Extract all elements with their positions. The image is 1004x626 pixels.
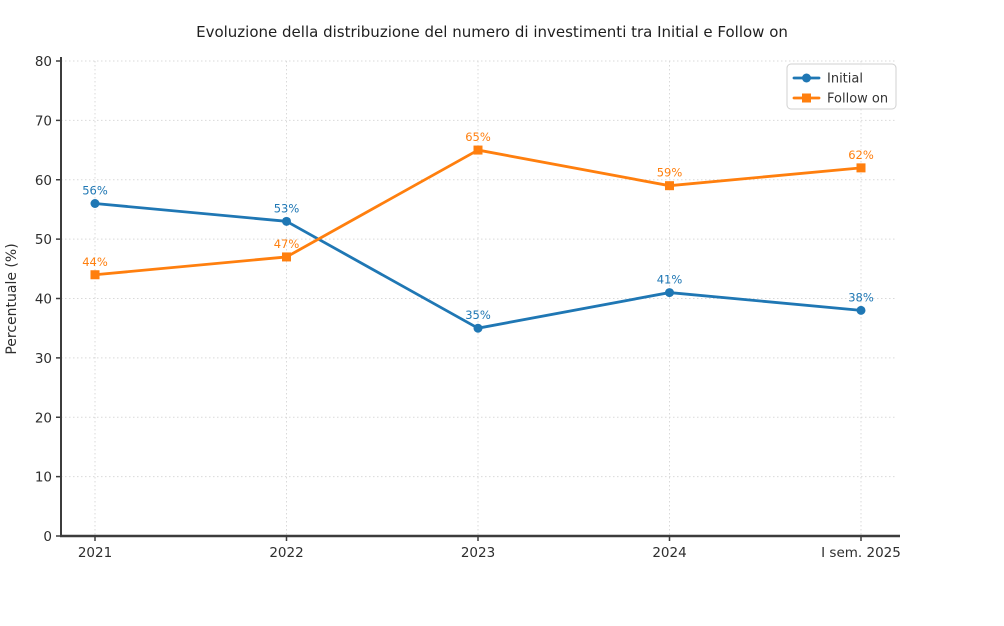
data-point-marker: [90, 199, 100, 208]
data-point-marker: [90, 270, 100, 280]
data-point-marker: [282, 252, 291, 262]
data-point-marker: [473, 145, 483, 155]
data-point-marker: [282, 216, 291, 226]
gridlines: [61, 60, 897, 537]
y-tick-label: 60: [35, 173, 52, 189]
y-tick-label: 0: [43, 529, 52, 545]
data-point-label: 65%: [465, 130, 491, 144]
y-tick-label: 30: [35, 351, 52, 367]
x-tick-label: 2022: [269, 545, 303, 561]
legend-sample-marker: [802, 93, 811, 103]
data-point-label: 35%: [465, 308, 491, 322]
data-point-marker: [665, 288, 674, 298]
data-point-label: 38%: [848, 290, 874, 304]
legend-label: Initial: [827, 72, 863, 87]
y-tick-label: 10: [35, 470, 52, 486]
data-point-marker: [665, 181, 674, 191]
legend-label: Follow on: [827, 92, 888, 107]
chart-title: Evoluzione della distribuzione del numer…: [196, 23, 788, 41]
y-tick-label: 50: [35, 232, 52, 248]
x-tick-label: 2021: [78, 545, 112, 561]
y-tick-label: 20: [35, 410, 52, 426]
legend-items: Initial Follow on: [792, 72, 888, 107]
y-tick-label: 70: [35, 113, 52, 129]
data-point-label: 53%: [274, 201, 300, 215]
data-point-label: 41%: [657, 273, 683, 287]
data-point-label: 44%: [82, 255, 108, 269]
data-point-label: 56%: [82, 184, 108, 198]
axes: 0 10 20 30 40 50 60 70 80 2021 2022 2023 2024 I sem. …: [35, 54, 901, 561]
series-layer: 56% 53% 35% 41% 38% 44% 47% 65% 59% 62%: [82, 130, 874, 333]
x-tick-label: I sem. 2025: [821, 545, 901, 561]
x-tick-label: 2023: [461, 545, 495, 561]
y-axis-label: Percentuale (%): [4, 243, 20, 354]
legend-sample-marker: [802, 73, 811, 83]
data-point-label: 59%: [657, 166, 683, 180]
x-tick-label: 2024: [652, 545, 686, 561]
data-point-label: 47%: [274, 237, 300, 251]
series-line-follow-on: [93, 148, 863, 277]
data-point-marker: [856, 305, 866, 315]
data-point-marker: [473, 323, 483, 333]
legend: Initial Follow on: [786, 63, 897, 110]
data-point-marker: [856, 163, 866, 173]
y-tick-label: 80: [35, 54, 52, 70]
data-point-label: 62%: [848, 148, 874, 162]
y-tick-label: 40: [35, 292, 52, 308]
